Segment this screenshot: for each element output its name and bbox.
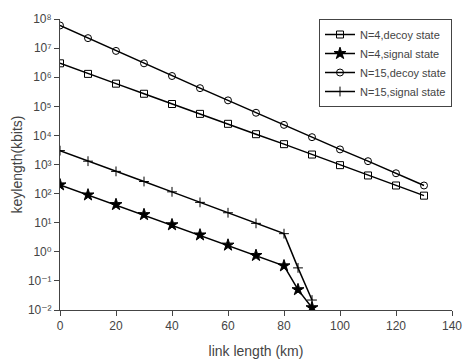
svg-text:10³: 10³ xyxy=(34,158,51,172)
svg-text:N=15,signal state: N=15,signal state xyxy=(360,86,445,98)
svg-text:10⁵: 10⁵ xyxy=(33,100,51,114)
svg-text:140: 140 xyxy=(442,319,462,333)
svg-text:link length (km): link length (km) xyxy=(209,343,304,359)
svg-text:N=4,decoy state: N=4,decoy state xyxy=(360,29,440,41)
svg-text:20: 20 xyxy=(109,319,123,333)
svg-text:N=4,signal state: N=4,signal state xyxy=(360,48,439,60)
svg-text:0: 0 xyxy=(57,319,64,333)
svg-text:keylength(kbits): keylength(kbits) xyxy=(9,115,25,213)
svg-text:40: 40 xyxy=(165,319,179,333)
svg-text:10¹: 10¹ xyxy=(34,216,51,230)
svg-text:10⁴: 10⁴ xyxy=(33,129,52,143)
svg-text:80: 80 xyxy=(277,319,291,333)
svg-text:120: 120 xyxy=(386,319,406,333)
svg-text:10⁸: 10⁸ xyxy=(33,12,51,26)
svg-text:10⁶: 10⁶ xyxy=(33,70,51,84)
svg-text:10⁻²: 10⁻² xyxy=(28,303,52,317)
svg-text:N=15,decoy state: N=15,decoy state xyxy=(360,67,446,79)
svg-text:10²: 10² xyxy=(34,187,51,201)
svg-text:100: 100 xyxy=(330,319,350,333)
svg-text:10⁷: 10⁷ xyxy=(34,41,52,55)
svg-text:10⁻¹: 10⁻¹ xyxy=(28,274,52,288)
svg-text:60: 60 xyxy=(221,319,235,333)
svg-text:10⁰: 10⁰ xyxy=(33,245,51,259)
